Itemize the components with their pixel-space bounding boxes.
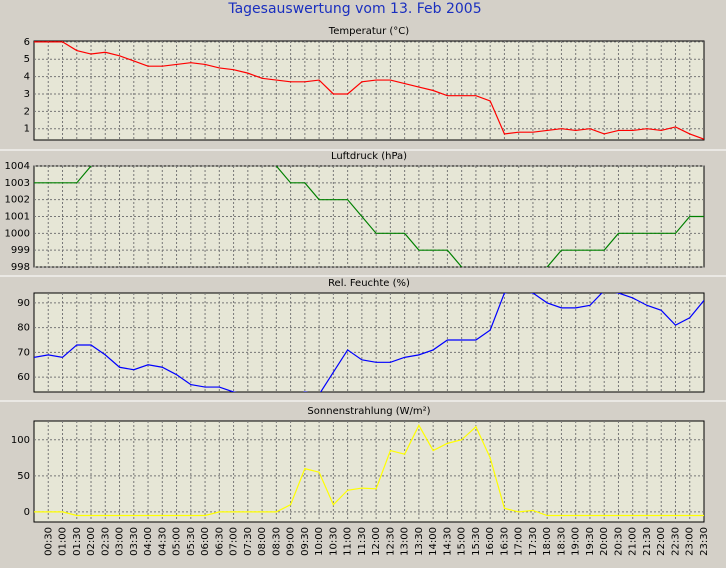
- x-tick-label: 02:30: [100, 527, 111, 556]
- x-tick-label: 16:30: [499, 527, 510, 556]
- y-tick-label: 3: [24, 89, 30, 100]
- x-tick-label: 10:30: [328, 527, 339, 556]
- data-line: [34, 424, 704, 517]
- x-tick-label: 17:00: [514, 527, 525, 556]
- x-tick-label: 03:30: [129, 527, 140, 556]
- plot-area: [33, 420, 705, 523]
- y-tick-label: 1003: [5, 178, 30, 189]
- y-tick-label: 999: [11, 245, 30, 256]
- x-tick-label: 21:30: [642, 527, 653, 556]
- x-tick-label: 22:00: [656, 527, 667, 556]
- x-tick-label: 09:30: [300, 527, 311, 556]
- y-tick-label: 90: [17, 298, 30, 309]
- y-tick-label: 1004: [5, 161, 30, 172]
- page-title: Tagesauswertung vom 13. Feb 2005: [227, 1, 481, 17]
- x-tick-label: 14:00: [428, 527, 439, 556]
- x-tick-label: 18:00: [542, 527, 553, 556]
- x-tick-label: 08:00: [257, 527, 268, 556]
- data-line: [34, 41, 704, 140]
- x-tick-label: 14:30: [442, 527, 453, 556]
- panel-title: Sonnenstrahlung (W/m²): [307, 406, 430, 417]
- x-tick-label: 19:30: [585, 527, 596, 556]
- x-tick-label: 21:00: [628, 527, 639, 556]
- x-tick-label: 07:30: [243, 527, 254, 556]
- y-tick-label: 2: [24, 106, 30, 117]
- y-tick-label: 998: [11, 262, 30, 273]
- data-line: [34, 166, 704, 267]
- y-tick-label: 1002: [5, 195, 30, 206]
- x-tick-label: 08:30: [271, 527, 282, 556]
- x-tick-label: 20:00: [599, 527, 610, 556]
- y-tick-label: 1: [24, 124, 30, 135]
- x-tick-label: 23:30: [699, 527, 710, 556]
- x-tick-label: 00:30: [43, 527, 54, 556]
- x-tick-label: 09:00: [286, 527, 297, 556]
- x-tick-label: 17:30: [528, 527, 539, 556]
- x-tick-label: 12:00: [371, 527, 382, 556]
- y-tick-label: 100: [11, 435, 30, 446]
- y-tick-label: 80: [17, 323, 30, 334]
- x-tick-label: 15:00: [457, 527, 468, 556]
- panel-title: Luftdruck (hPa): [331, 151, 407, 162]
- x-tick-label: 12:30: [385, 527, 396, 556]
- x-tick-label: 22:30: [670, 527, 681, 556]
- x-tick-label: 04:00: [143, 527, 154, 556]
- x-tick-label: 20:30: [613, 527, 624, 556]
- x-tick-label: 05:00: [172, 527, 183, 556]
- plot-area: [33, 292, 705, 393]
- x-tick-label: 18:30: [556, 527, 567, 556]
- x-tick-label: 23:00: [685, 527, 696, 556]
- x-tick-label: 01:00: [58, 527, 69, 556]
- x-tick-label: 13:30: [414, 527, 425, 556]
- x-tick-label: 15:30: [471, 527, 482, 556]
- x-tick-label: 07:00: [229, 527, 240, 556]
- x-tick-label: 03:00: [115, 527, 126, 556]
- y-tick-label: 70: [17, 347, 30, 358]
- y-tick-label: 0: [24, 507, 30, 518]
- y-tick-label: 4: [24, 72, 30, 83]
- x-tick-label: 02:00: [86, 527, 97, 556]
- y-tick-label: 1000: [5, 228, 30, 239]
- plot-area: [33, 40, 705, 141]
- x-tick-label: 10:00: [314, 527, 325, 556]
- x-tick-label: 06:00: [200, 527, 211, 556]
- x-tick-label: 01:30: [72, 527, 83, 556]
- y-tick-label: 50: [17, 471, 30, 482]
- x-tick-label: 11:00: [343, 527, 354, 556]
- y-tick-label: 5: [24, 54, 30, 65]
- x-tick-label: 11:30: [357, 527, 368, 556]
- x-tick-label: 19:00: [571, 527, 582, 556]
- data-line: [34, 293, 704, 392]
- panel-title: Rel. Feuchte (%): [328, 278, 410, 289]
- x-tick-label: 05:30: [186, 527, 197, 556]
- x-tick-label: 13:00: [400, 527, 411, 556]
- panel-title: Temperatur (°C): [328, 26, 409, 37]
- y-tick-label: 1001: [5, 212, 30, 223]
- x-tick-label: 16:00: [485, 527, 496, 556]
- x-tick-label: 04:30: [157, 527, 168, 556]
- x-tick-label: 06:30: [214, 527, 225, 556]
- y-tick-label: 6: [24, 37, 30, 48]
- y-tick-label: 60: [17, 372, 30, 383]
